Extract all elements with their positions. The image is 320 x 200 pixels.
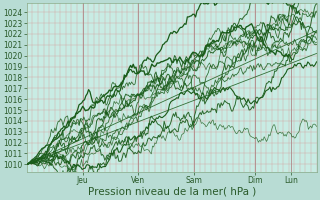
- X-axis label: Pression niveau de la mer( hPa ): Pression niveau de la mer( hPa ): [88, 187, 256, 197]
